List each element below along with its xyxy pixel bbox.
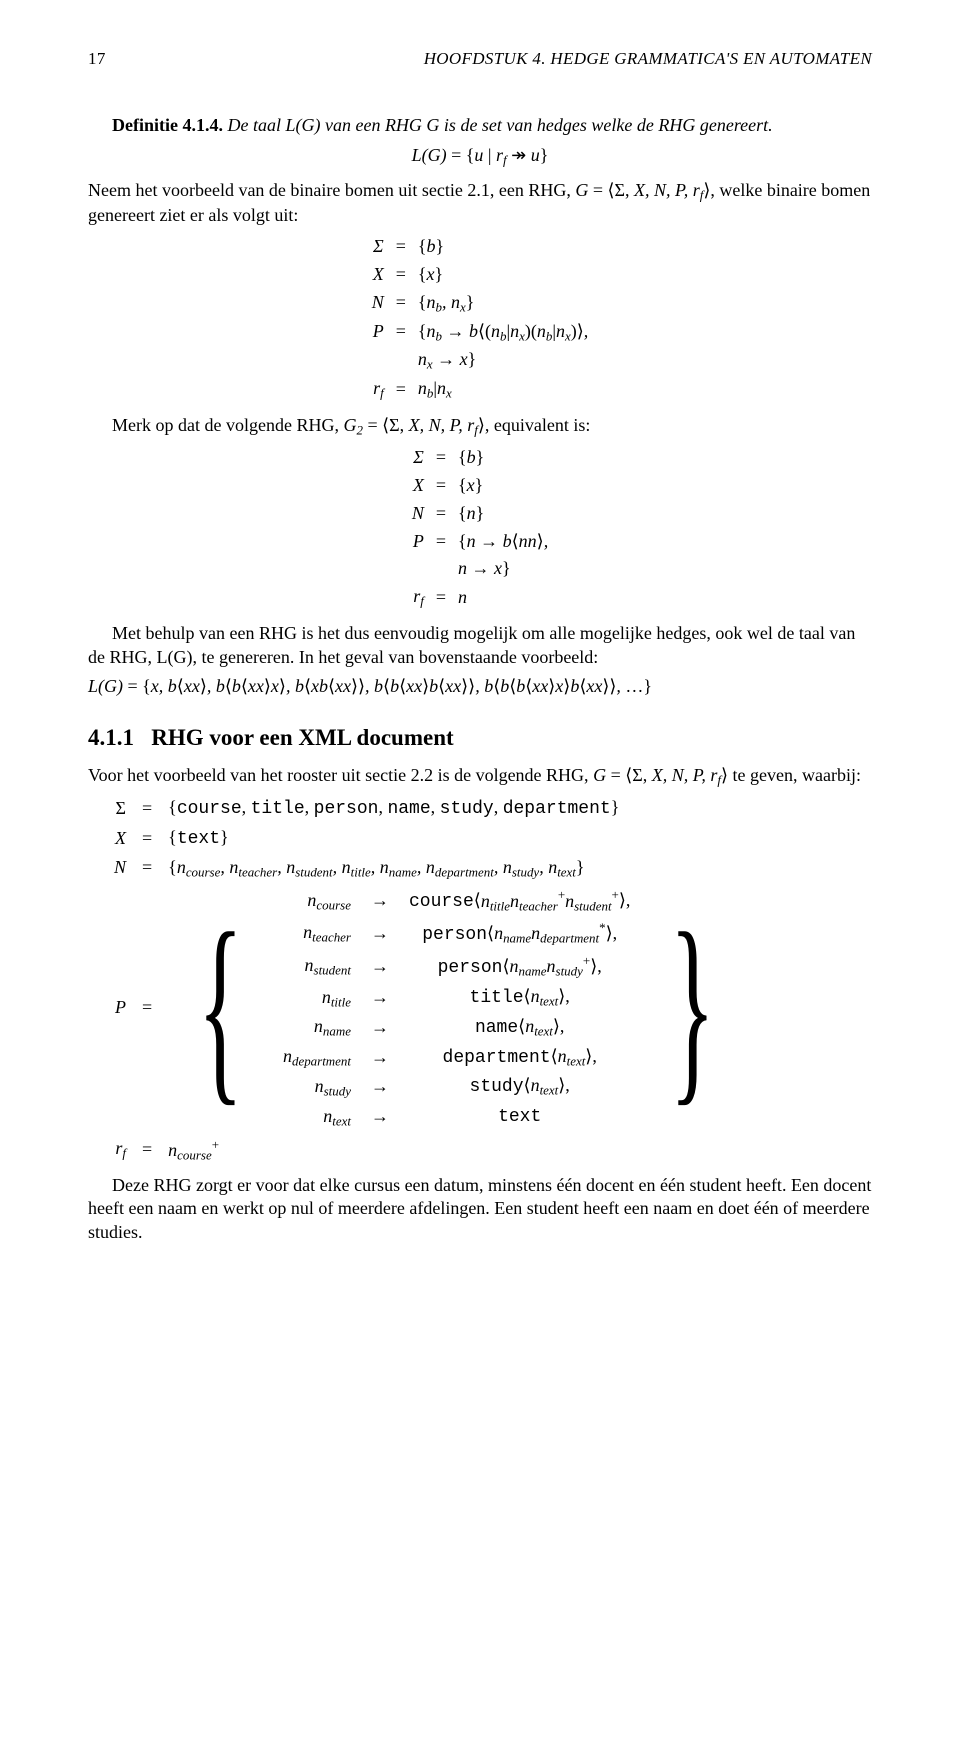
definition-head: Definitie 4.1.4. De taal L(G) van een RH… — [88, 114, 872, 138]
productions: ncourse→course⟨ntitlenteacher+nstudent+⟩… — [273, 884, 640, 1131]
display-LG-big: L(G) = {x, b⟨xx⟩, b⟨b⟨xx⟩x⟩, b⟨xb⟨xx⟩⟩, … — [88, 675, 872, 699]
para-voor: Voor het voorbeeld van het rooster uit s… — [88, 764, 872, 789]
grammar-g1: Σ={b} X={x} N={nb, nx} P={nb → b⟨(nb|nx)… — [366, 233, 595, 403]
para-met: Met behulp van een RHG is het dus eenvou… — [88, 622, 872, 670]
grammar-g2: Σ={b} X={x} N={n} P={n → b⟨nn⟩, n → x} r… — [406, 444, 554, 611]
running-head: 17 HOOFDSTUK 4. HEDGE GRAMMATICA'S EN AU… — [88, 48, 872, 70]
page-number: 17 — [88, 48, 106, 70]
definition-text: De taal L(G) van een RHG G is de set van… — [227, 115, 772, 135]
subsection-heading: 4.1.1 RHG voor een XML document — [88, 723, 872, 753]
subsection-number: 4.1.1 — [88, 725, 134, 750]
chapter-title: HOOFDSTUK 4. HEDGE GRAMMATICA'S EN AUTOM… — [424, 48, 872, 70]
subsection-title: RHG voor een XML document — [151, 725, 453, 750]
grammar-xml: Σ= {course, title, person, name, study, … — [106, 794, 753, 1165]
para-neem: Neem het voorbeeld van de binaire bomen … — [88, 179, 872, 227]
para-deze: Deze RHG zorgt er voor dat elke cursus e… — [88, 1174, 872, 1245]
display-LG: L(G) = {u | rf ↠ u} — [88, 144, 872, 169]
definition-label: Definitie 4.1.4. — [112, 115, 223, 135]
para-merk: Merk op dat de volgende RHG, G2 = ⟨Σ, X,… — [88, 414, 872, 439]
